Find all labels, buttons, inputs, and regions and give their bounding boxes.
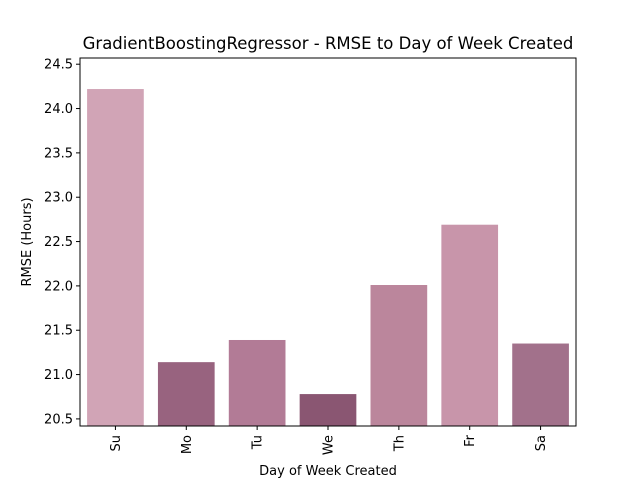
y-axis-label: RMSE (Hours) (20, 197, 35, 286)
plot-area-frame (79, 57, 577, 427)
y-tick-label: 23.5 (44, 146, 73, 161)
bar-fr (441, 224, 499, 426)
bar-tu (228, 339, 286, 426)
bar-su (87, 89, 144, 426)
y-tick-label: 20.5 (44, 412, 73, 427)
y-axis-ticks: 20.5 21.0 21.5 22.0 22.5 23.0 23.5 24.0 24.5 (44, 58, 80, 427)
x-tick-label-th: Th (392, 435, 407, 452)
x-tick-label-fr: Fr (463, 434, 478, 447)
bars-group (87, 89, 569, 426)
y-tick-label: 21.5 (44, 324, 73, 339)
y-tick-label: 22.0 (44, 279, 73, 294)
x-tick-label-tu: Tu (251, 435, 266, 450)
x-tick-label-mo: Mo (180, 435, 195, 454)
y-tick-label: 23.0 (44, 191, 73, 206)
y-tick-label: 21.0 (44, 368, 73, 383)
y-tick-label: 22.5 (44, 235, 73, 250)
chart-title: GradientBoostingRegressor - RMSE to Day … (83, 34, 574, 53)
bar-we (299, 394, 357, 426)
y-tick-label: 24.5 (44, 58, 73, 73)
x-tick-label-we: We (322, 435, 337, 455)
x-tick-label-sa: Sa (534, 435, 549, 451)
bar-sa (512, 343, 569, 426)
bar-th (370, 285, 428, 426)
bar-mo (157, 362, 215, 426)
x-axis-ticks: Su Mo Tu We Th Fr Sa (109, 426, 549, 455)
x-axis-label: Day of Week Created (259, 464, 397, 479)
x-tick-label-su: Su (109, 435, 124, 452)
y-tick-label: 24.0 (44, 102, 73, 117)
